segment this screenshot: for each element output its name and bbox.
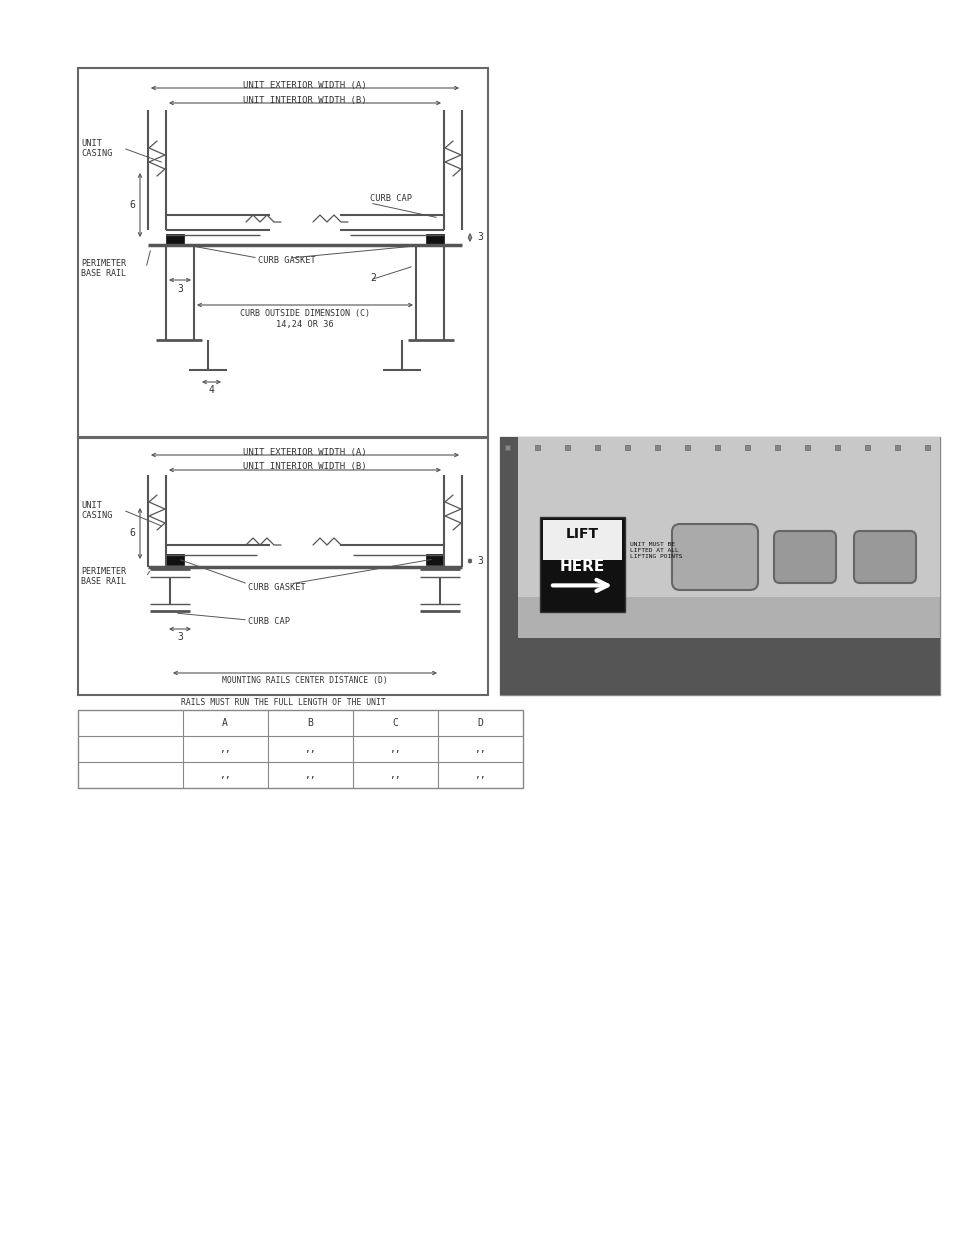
Bar [499, 437, 939, 597]
Text: B: B [307, 718, 313, 727]
Bar [714, 445, 720, 450]
Bar [924, 445, 929, 450]
Text: UNIT EXTERIOR WIDTH (A): UNIT EXTERIOR WIDTH (A) [243, 447, 366, 457]
Text: CASING: CASING [81, 148, 112, 158]
Bar [535, 445, 539, 450]
Bar [504, 445, 510, 450]
Text: CURB CAP: CURB CAP [370, 194, 412, 203]
Text: PERIMETER: PERIMETER [81, 568, 126, 577]
Bar [539, 517, 624, 613]
Text: 3: 3 [476, 556, 482, 566]
Text: CURB OUTSIDE DIMENSION (C): CURB OUTSIDE DIMENSION (C) [240, 309, 370, 317]
FancyBboxPatch shape [671, 524, 758, 590]
Bar [564, 445, 569, 450]
Bar [834, 445, 840, 450]
Bar [78, 710, 522, 788]
Text: MOUNTING RAILS CENTER DISTANCE (D): MOUNTING RAILS CENTER DISTANCE (D) [222, 677, 388, 685]
Bar [684, 445, 689, 450]
Bar [804, 445, 809, 450]
Text: CURB GASKET: CURB GASKET [248, 583, 305, 592]
Text: C: C [392, 718, 397, 727]
Bar [624, 445, 629, 450]
Text: UNIT EXTERIOR WIDTH (A): UNIT EXTERIOR WIDTH (A) [243, 80, 366, 89]
Bar [774, 445, 780, 450]
Bar [542, 520, 621, 559]
Bar [864, 445, 869, 450]
Text: 3: 3 [476, 232, 482, 242]
Text: UNIT: UNIT [81, 500, 102, 510]
FancyBboxPatch shape [853, 531, 915, 583]
Text: ,,: ,, [219, 769, 231, 781]
Bar [499, 437, 939, 695]
Text: 3: 3 [177, 284, 183, 294]
Text: ,,: ,, [304, 743, 315, 755]
Text: ,,: ,, [304, 769, 315, 781]
Text: 6: 6 [129, 200, 134, 210]
Text: UNIT MUST BE
LIFTED AT ALL
LIFTING POINTS: UNIT MUST BE LIFTED AT ALL LIFTING POINT… [629, 542, 681, 558]
Text: BASE RAIL: BASE RAIL [81, 578, 126, 587]
Text: ,,: ,, [474, 743, 485, 755]
Text: ,,: ,, [389, 769, 400, 781]
Bar [744, 445, 749, 450]
Bar [499, 437, 517, 695]
Text: CASING: CASING [81, 510, 112, 520]
Text: RAILS MUST RUN THE FULL LENGTH OF THE UNIT: RAILS MUST RUN THE FULL LENGTH OF THE UN… [180, 699, 385, 708]
Bar [166, 555, 184, 564]
Text: ,,: ,, [389, 743, 400, 755]
Text: UNIT INTERIOR WIDTH (B): UNIT INTERIOR WIDTH (B) [243, 462, 366, 472]
Text: UNIT INTERIOR WIDTH (B): UNIT INTERIOR WIDTH (B) [243, 95, 366, 105]
Text: CURB CAP: CURB CAP [248, 618, 290, 626]
Text: PERIMETER: PERIMETER [81, 258, 126, 268]
Bar [78, 68, 488, 438]
Bar [426, 233, 443, 245]
Text: ,,: ,, [474, 769, 485, 781]
Bar [499, 638, 939, 695]
FancyBboxPatch shape [773, 531, 835, 583]
Bar [426, 555, 443, 564]
Text: LIFT: LIFT [565, 527, 598, 541]
Text: 3: 3 [177, 632, 183, 642]
Bar [78, 437, 488, 695]
Text: CURB GASKET: CURB GASKET [257, 256, 315, 264]
Text: 6: 6 [129, 529, 134, 538]
Text: 4: 4 [208, 385, 213, 395]
Text: A: A [222, 718, 228, 727]
Bar [595, 445, 599, 450]
Bar [655, 445, 659, 450]
Text: D: D [476, 718, 482, 727]
Bar [166, 233, 184, 245]
Text: 2: 2 [370, 273, 375, 283]
Text: BASE RAIL: BASE RAIL [81, 268, 126, 278]
Bar [894, 445, 899, 450]
Text: ,,: ,, [219, 743, 231, 755]
Text: 14,24 OR 36: 14,24 OR 36 [275, 321, 334, 330]
Text: UNIT: UNIT [81, 138, 102, 147]
Text: HERE: HERE [558, 559, 604, 574]
